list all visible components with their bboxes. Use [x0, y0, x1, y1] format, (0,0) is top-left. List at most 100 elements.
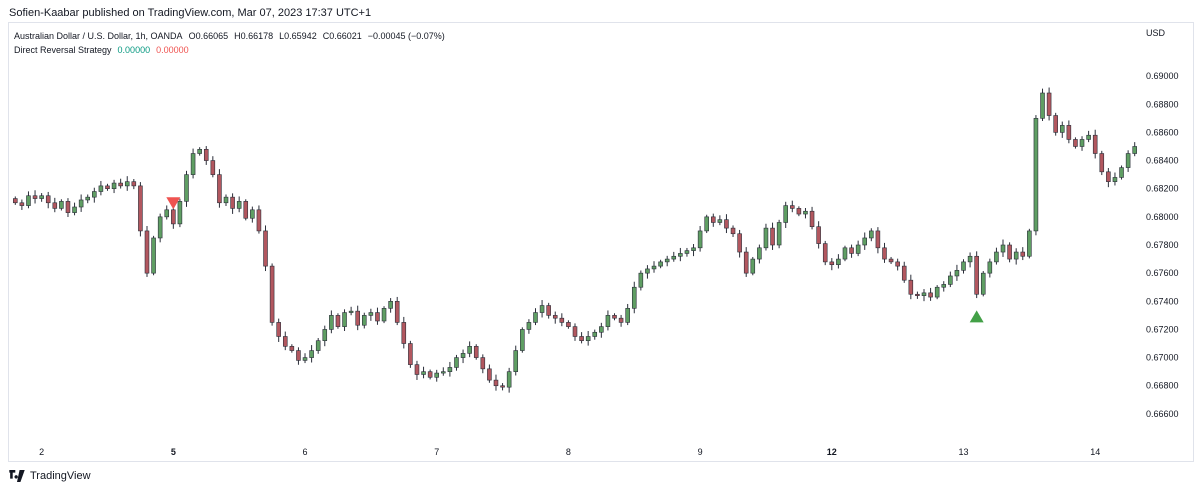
candle-body-bear: [118, 182, 123, 187]
candle-body-bull: [1040, 92, 1045, 119]
candle-body-bear: [65, 201, 71, 213]
ohlc-low: L0.65942: [279, 31, 317, 41]
candle-body-bull: [78, 199, 84, 208]
candle: [592, 329, 598, 340]
candle-body-bear: [217, 174, 222, 204]
candle-body-bull: [1119, 167, 1124, 178]
candle-body-bear: [289, 346, 295, 351]
candle: [124, 176, 130, 191]
candle: [329, 310, 334, 334]
candle: [493, 374, 499, 391]
candle: [625, 303, 630, 326]
candle-body-bull: [638, 272, 644, 288]
candle: [888, 256, 894, 264]
candle-body-bull: [862, 237, 868, 246]
candle-body-bear: [849, 247, 854, 254]
candle: [78, 194, 84, 212]
candle-body-bear: [895, 261, 900, 267]
candle: [882, 242, 887, 263]
candle: [664, 255, 670, 267]
candle-body-bull: [691, 247, 696, 251]
candle: [263, 225, 268, 272]
candle: [276, 318, 281, 342]
candle: [980, 271, 986, 297]
candle-body-bull: [124, 181, 130, 187]
indicator-value-2: 0.00000: [156, 45, 189, 55]
candle: [52, 197, 58, 213]
candle-body-bull: [757, 247, 762, 260]
indicator-name[interactable]: Direct Reversal Strategy: [14, 45, 112, 55]
candle-body-bull: [803, 210, 808, 215]
candle: [737, 229, 742, 258]
candle-body-bull: [763, 227, 769, 249]
candle: [1073, 137, 1078, 149]
candle: [631, 281, 637, 314]
candle: [869, 228, 874, 242]
candle: [355, 305, 360, 331]
candle: [296, 347, 301, 365]
candle: [1033, 115, 1039, 236]
candle-body-bear: [375, 312, 380, 322]
ohlc-open: O0.66065: [188, 31, 229, 41]
candle-body-bull: [948, 275, 953, 285]
buy-signal-arrow: [969, 310, 984, 323]
candle: [711, 213, 716, 227]
candle-body-bear: [52, 202, 58, 209]
candle: [434, 369, 439, 382]
candle-body-bull: [592, 331, 598, 337]
candle-body-bull: [460, 353, 466, 358]
symbol-name[interactable]: Australian Dollar / U.S. Dollar, 1h, OAN…: [14, 31, 183, 41]
price-tick-label: 0.67000: [1146, 353, 1179, 363]
candle-body-bull: [454, 357, 459, 368]
candle-body-bull: [1027, 230, 1032, 257]
candle-body-bull: [1013, 251, 1019, 260]
candle: [671, 251, 677, 262]
candle-body-bear: [131, 181, 137, 187]
candle-body-bear: [32, 195, 38, 199]
price-tick-label: 0.67800: [1146, 240, 1179, 250]
candle-body-bear: [737, 233, 742, 253]
candle-body-bear: [401, 322, 407, 344]
candle-body-bull: [302, 357, 308, 361]
candle-body-bull: [223, 196, 229, 204]
candle-body-bull: [467, 346, 472, 354]
candle: [105, 183, 110, 191]
candle: [678, 247, 683, 262]
candle: [658, 259, 663, 269]
candle-body-bull: [1000, 244, 1006, 253]
candle: [1106, 168, 1111, 188]
candle-body-bear: [546, 305, 551, 316]
time-tick-label: 12: [827, 447, 837, 457]
candle-body-bull: [671, 255, 677, 260]
footer-brand: TradingView: [30, 470, 91, 482]
candle: [427, 369, 433, 380]
candle-body-bull: [539, 305, 545, 313]
chart-frame: [8, 22, 1194, 462]
candle: [138, 182, 143, 237]
candle-body-bear: [816, 226, 821, 244]
sell-signal-arrow: [166, 197, 181, 210]
candle-body-bull: [750, 258, 756, 274]
candle: [388, 298, 393, 313]
candle-body-bull: [994, 251, 999, 263]
candle: [111, 179, 117, 194]
candle-body-bear: [276, 322, 281, 337]
candle: [223, 194, 229, 207]
candle-body-bull: [184, 174, 189, 202]
candle: [763, 223, 769, 251]
candle-body-bull: [941, 284, 947, 288]
candle: [717, 215, 723, 226]
candle-body-bull: [1086, 134, 1091, 140]
candle-body-bull: [434, 372, 439, 378]
indicator-value-1: 0.00000: [117, 45, 151, 55]
candle-body-bull: [111, 182, 117, 190]
candle: [750, 256, 756, 276]
candle-body-bull: [717, 219, 723, 223]
candle-body-bear: [928, 292, 933, 298]
candle-body-bull: [309, 350, 314, 358]
candle: [236, 196, 242, 213]
candle: [743, 247, 749, 277]
candle-body-bear: [171, 209, 176, 225]
